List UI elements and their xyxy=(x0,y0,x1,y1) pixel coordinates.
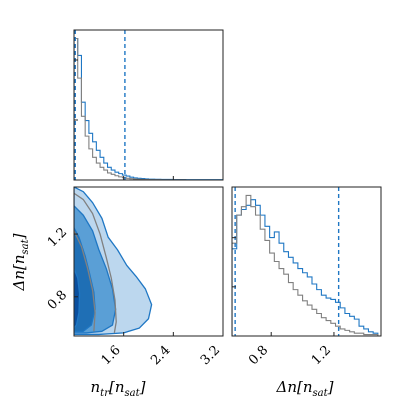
right-reference-histogram xyxy=(232,194,379,336)
right-x-tick-label-0: 0.8 xyxy=(246,343,271,368)
right-frame xyxy=(231,186,382,337)
bottom-right-histogram-panel: 0.8 1.2 xyxy=(231,186,382,368)
x-axis-label-delta-n: Δn[nsat] xyxy=(276,378,334,399)
reference-contour-1 xyxy=(74,230,96,332)
contour-frame xyxy=(73,186,224,337)
contour-x-tick-label-2: 3.2 xyxy=(198,343,223,368)
contour-core-region xyxy=(74,267,81,329)
right-x-tick-label-1: 1.2 xyxy=(309,343,334,368)
contour-y-tick-label-1: 1.2 xyxy=(45,225,70,250)
contour-x-tick-label-0: 1.6 xyxy=(99,343,124,368)
top-left-histogram-panel xyxy=(73,29,224,181)
contour-y-tick-label-0: 0.8 xyxy=(45,288,70,313)
top-frame xyxy=(73,29,224,181)
contour-x-tick-label-1: 2.4 xyxy=(148,343,173,368)
x-axis-label-ntr: ntr[nsat] xyxy=(91,378,146,399)
y-axis-label-delta-n: Δn[nsat] xyxy=(10,233,31,291)
reference-contour-0 xyxy=(74,192,117,333)
top-reference-histogram xyxy=(74,37,223,180)
right-primary-histogram xyxy=(232,199,379,336)
contour-panel: 1.6 2.4 3.2 0.8 1.2 xyxy=(45,186,224,368)
